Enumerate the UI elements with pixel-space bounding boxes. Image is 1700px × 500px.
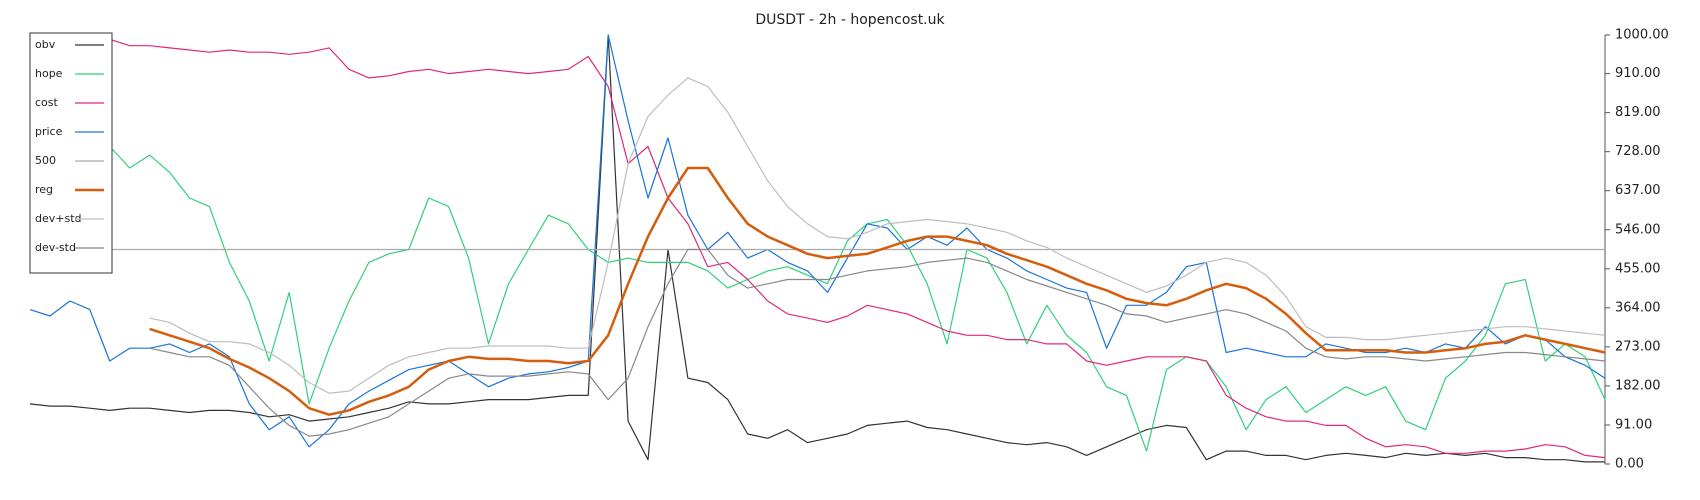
legend-label: price: [35, 125, 63, 138]
series-line: [29, 34, 1605, 463]
y-tick-label: 182.00: [1615, 378, 1661, 393]
legend: obv hope cost price 500 reg dev+std dev-std: [29, 32, 113, 274]
legend-label: 500: [35, 154, 56, 167]
series-line: [29, 34, 1606, 448]
legend-label: reg: [35, 183, 53, 196]
legend-box: [29, 32, 113, 274]
legend-label: hope: [35, 67, 63, 80]
legend-label: dev-std: [35, 241, 76, 254]
legend-label: cost: [35, 96, 59, 109]
y-tick-label: 1000.00: [1615, 28, 1669, 43]
y-tick-label: 728.00: [1615, 144, 1661, 159]
series-line: [149, 248, 1606, 437]
y-tick-label: 637.00: [1615, 183, 1661, 198]
y-tick-label: 910.00: [1615, 66, 1661, 81]
legend-label: dev+std: [35, 212, 82, 225]
chart-title: DUSDT - 2h - hopencost.uk: [755, 12, 945, 28]
y-tick-label: 0.00: [1615, 457, 1644, 472]
legend-label: obv: [35, 38, 56, 51]
series-line: [109, 146, 1606, 452]
series-line: [149, 166, 1606, 416]
y-tick-label: 455.00: [1615, 261, 1661, 276]
y-tick-label: 91.00: [1615, 417, 1652, 432]
y-tick-label: 364.00: [1615, 300, 1661, 315]
series-line: [109, 38, 1606, 459]
y-tick-label: 546.00: [1615, 222, 1661, 237]
series-line: [149, 77, 1606, 394]
y-tick-label: 273.00: [1615, 339, 1661, 354]
y-tick-label: 819.00: [1615, 105, 1661, 120]
